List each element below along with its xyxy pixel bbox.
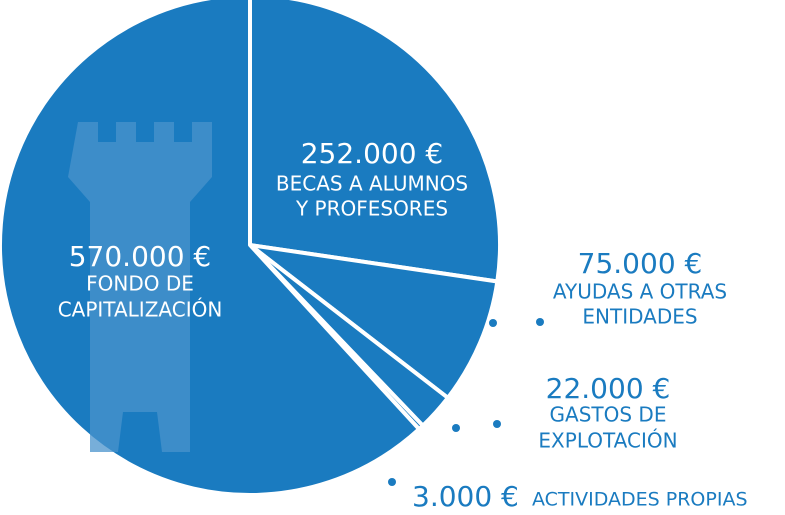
category-label: EXPLOTACIÓN xyxy=(538,429,677,453)
value-label: 252.000 € xyxy=(301,137,444,170)
pie-slice xyxy=(248,0,502,284)
value-label: 22.000 € xyxy=(546,372,671,405)
value-label: 570.000 € xyxy=(69,240,212,273)
category-label: BECAS A ALUMNOS xyxy=(276,172,468,196)
dot xyxy=(388,478,396,486)
pie-slice xyxy=(248,243,500,400)
category-label: Y PROFESORES xyxy=(295,197,448,221)
category-label: ENTIDADES xyxy=(582,305,697,329)
dot xyxy=(493,420,501,428)
category-label: CAPITALIZACIÓN xyxy=(58,298,223,322)
category-label: FONDO DE xyxy=(86,272,194,296)
value-label: 3.000 € xyxy=(412,480,519,513)
category-label: AYUDAS A OTRAS xyxy=(553,280,727,304)
category-label: GASTOS DE xyxy=(550,403,667,427)
dot xyxy=(536,318,544,326)
value-label: 75.000 € xyxy=(578,247,703,280)
dot xyxy=(489,319,497,327)
tower-silhouette xyxy=(68,122,212,452)
dot xyxy=(452,424,460,432)
category-label: ACTIVIDADES PROPIAS xyxy=(532,489,748,511)
